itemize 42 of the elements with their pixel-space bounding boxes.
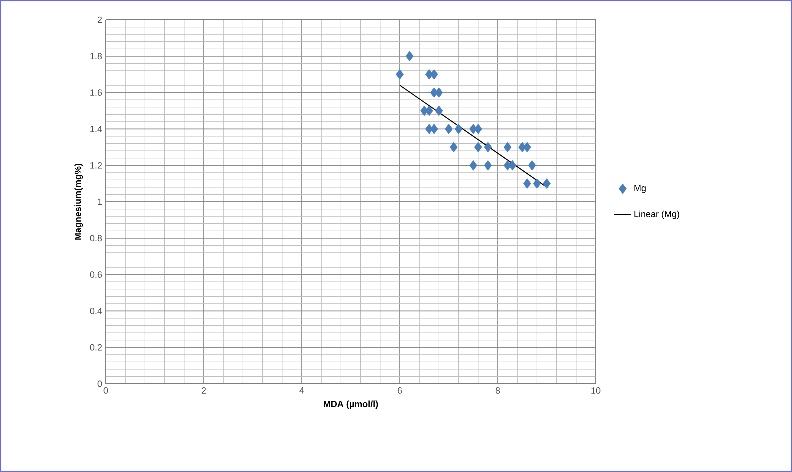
x-tick-label: 0 — [104, 388, 108, 394]
point — [484, 142, 492, 153]
y-tick-label: 1.4 — [90, 126, 102, 132]
point — [445, 124, 453, 134]
y-tick-label: 0.8 — [90, 235, 102, 242]
point — [406, 51, 414, 62]
x-tick-label: 10 — [592, 388, 601, 394]
point — [435, 106, 444, 116]
y-tick-label: 1.8 — [90, 53, 102, 60]
x-tick-label: 4 — [300, 388, 304, 394]
x-tick-label: 6 — [398, 388, 402, 394]
point — [435, 88, 444, 98]
x-tick-label: 2 — [202, 388, 206, 394]
y-tick-label: 1 — [98, 198, 102, 206]
point — [425, 106, 434, 116]
y-axis-title: Magnesium(mg%) — [74, 164, 84, 240]
point — [533, 178, 542, 189]
point — [484, 160, 492, 171]
y-tick-label: 0 — [98, 380, 102, 388]
point — [396, 69, 404, 80]
x-axis-title: MDA (µmol/l) — [324, 400, 378, 410]
point — [528, 160, 536, 171]
point — [523, 142, 532, 153]
x-tick-label: 8 — [496, 388, 500, 394]
point — [474, 142, 482, 153]
legend-label: Mg — [634, 185, 646, 194]
point — [430, 124, 438, 134]
y-tick-label: 0.4 — [90, 308, 102, 314]
legend-label: Linear (Mg) — [634, 210, 680, 220]
y-tick-label: 0.2 — [90, 344, 102, 351]
y-tick-label: 0.6 — [90, 272, 102, 278]
y-tick-label: 1.6 — [90, 90, 102, 96]
y-tick-label: 2 — [98, 16, 102, 24]
y-tick-label: 1.2 — [90, 162, 102, 169]
point — [504, 142, 512, 153]
point — [450, 142, 458, 153]
point — [470, 160, 478, 171]
point — [430, 69, 438, 80]
point — [454, 124, 463, 134]
point — [508, 160, 517, 171]
point — [523, 178, 532, 189]
point — [543, 178, 551, 189]
